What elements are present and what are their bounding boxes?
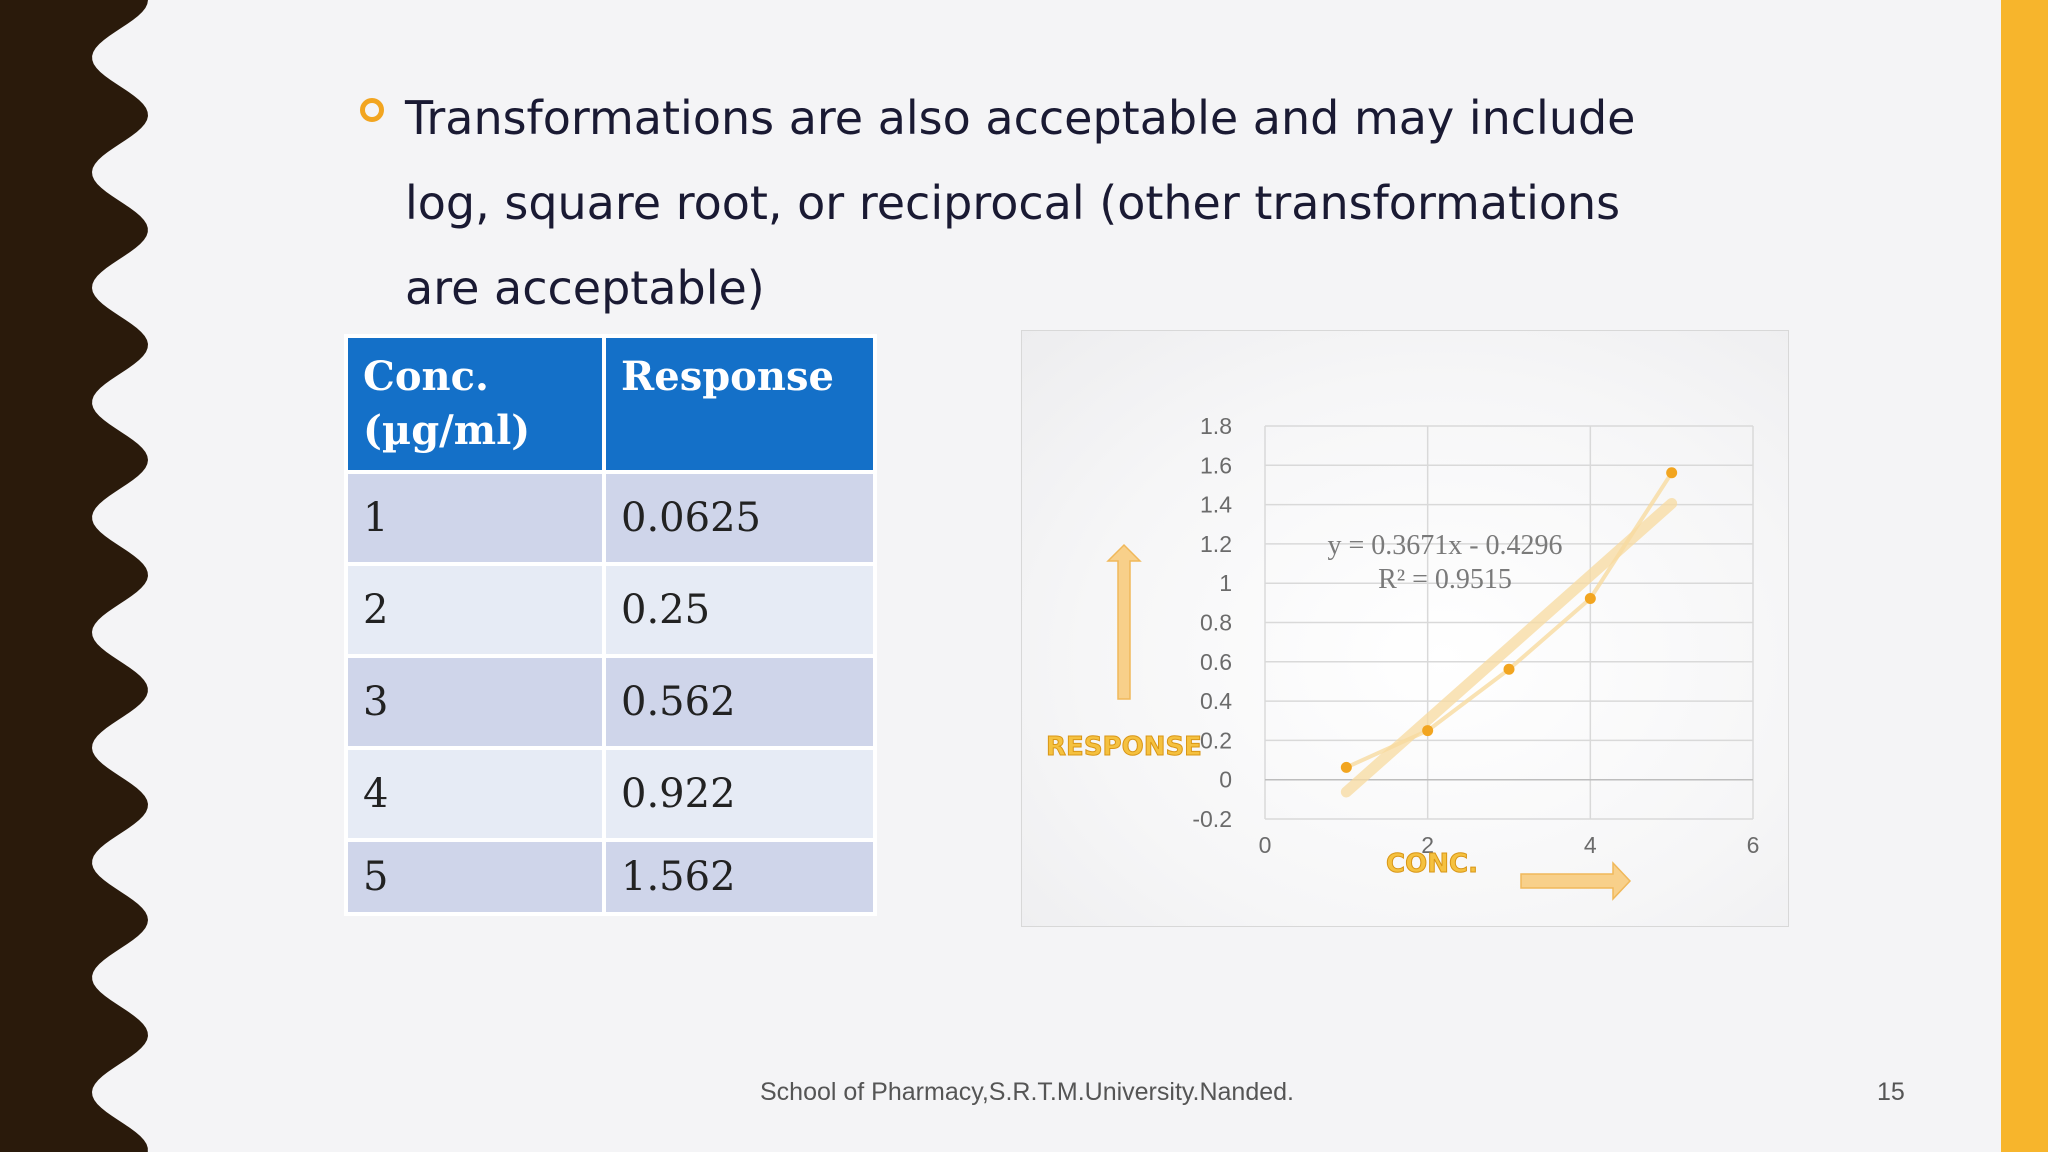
y-axis-title: RESPONSE	[1046, 732, 1202, 762]
table-cell-conc: 1	[344, 470, 606, 566]
trendline	[1340, 497, 1678, 798]
y-tick-label: 1.8	[1200, 413, 1232, 439]
y-tick-label: 0.2	[1200, 727, 1232, 753]
table-cell-response: 1.562	[602, 838, 877, 916]
table-cell-response: 0.922	[602, 746, 877, 842]
table-cell-conc: 2	[344, 562, 606, 658]
y-tick-label: 1.6	[1200, 452, 1232, 478]
trendline-equation: y = 0.3671x - 0.4296	[1327, 530, 1562, 561]
table-cell-conc: 3	[344, 654, 606, 750]
y-tick-label: 0	[1219, 767, 1232, 793]
series-line	[1345, 471, 1674, 770]
right-accent-bar	[2001, 0, 2048, 1152]
data-point	[1422, 725, 1434, 737]
table-header-row: Conc. (µg/ml) Response	[344, 334, 877, 474]
table-cell-conc: 5	[344, 838, 606, 916]
table-header-response: Response	[602, 334, 877, 474]
table-cell-response: 0.0625	[602, 470, 877, 566]
table-cell-response: 0.25	[602, 562, 877, 658]
y-tick-label: 0.6	[1200, 649, 1232, 675]
y-tick-label: -0.2	[1192, 806, 1232, 832]
x-axis-title: CONC.	[1386, 849, 1478, 879]
table-row: 1 0.0625	[344, 470, 877, 566]
table-header-conc: Conc. (µg/ml)	[344, 334, 606, 474]
data-point	[1503, 663, 1515, 675]
right-arrow-icon	[1520, 861, 1632, 901]
table-row: 5 1.562	[344, 838, 877, 916]
footer-text: School of Pharmacy,S.R.T.M.University.Na…	[760, 1078, 1294, 1106]
up-arrow-icon	[1106, 543, 1142, 700]
x-tick-label: 6	[1747, 832, 1760, 858]
chart-frame: -0.2 0 0.2 0.4 0.6 0.8 1 1.2 1.4 1.6 1.8 0 2 4 6 y = 0.…	[1021, 330, 1789, 927]
data-point	[1584, 593, 1596, 605]
table-cell-response: 0.562	[602, 654, 877, 750]
left-wave-decoration	[0, 0, 148, 1152]
y-tick-label: 0.8	[1200, 610, 1232, 636]
y-tick-label: 1.2	[1200, 531, 1232, 557]
y-tick-label: 1.4	[1200, 492, 1232, 518]
page-number: 15	[1877, 1078, 1905, 1106]
bullet-text: Transformations are also acceptable and …	[405, 91, 1636, 315]
circle-bullet-icon	[360, 98, 384, 122]
x-tick-label: 0	[1259, 832, 1272, 858]
data-point	[1666, 467, 1678, 479]
table-row: 3 0.562	[344, 654, 877, 750]
data-table: Conc. (µg/ml) Response 1 0.0625 2 0.25 3…	[344, 334, 877, 916]
table-row: 4 0.922	[344, 746, 877, 842]
x-tick-label: 2	[1421, 832, 1434, 858]
x-tick-label: 4	[1584, 832, 1597, 858]
table-cell-conc: 4	[344, 746, 606, 842]
r-squared-label: R² = 0.9515	[1378, 564, 1512, 595]
scatter-chart: -0.2 0 0.2 0.4 0.6 0.8 1 1.2 1.4 1.6 1.8 0 2 4 6 y = 0.…	[1046, 413, 1760, 901]
y-tick-label: 1	[1219, 570, 1232, 596]
table-row: 2 0.25	[344, 562, 877, 658]
data-point	[1340, 761, 1352, 773]
y-tick-label: 0.4	[1200, 688, 1232, 714]
